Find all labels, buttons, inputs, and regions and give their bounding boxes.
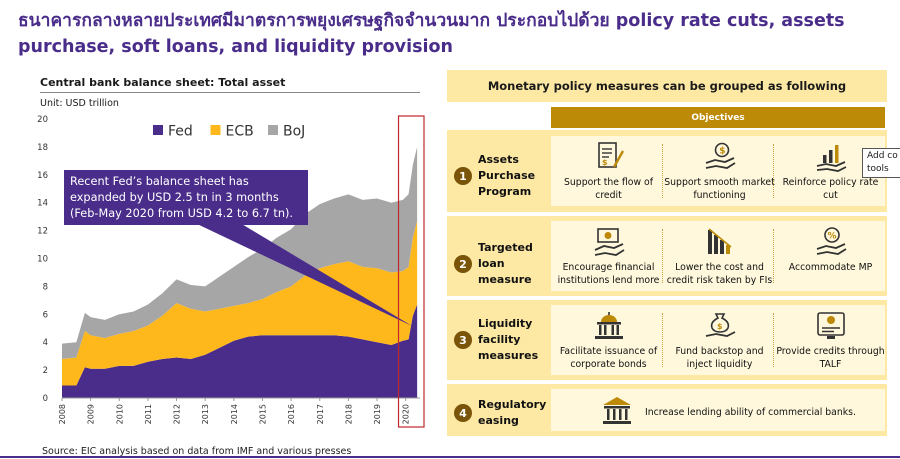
x-tick-label: 2016 [287,404,296,424]
objective-item: Lower the cost and credit risk taken by … [664,226,775,287]
objective-text: Reinforce policy rate cut [782,177,879,201]
objective-item: Encourage financial institutions lend mo… [553,226,664,287]
objectives-header: Objectives [551,107,885,128]
svg-text:%: % [827,232,836,242]
legend-swatch-boj [268,125,278,135]
svg-text:$: $ [602,158,608,167]
money-hand-icon [594,228,624,256]
objective-text: Increase lending ability of commercial b… [645,407,856,418]
hand-percent-icon: % [816,227,846,255]
objective-text: Lower the cost and credit risk taken by … [666,262,773,286]
callout-pointer [195,223,412,326]
y-tick-label: 14 [37,199,48,209]
objective-text: Facilitate issuance of corporate bonds [559,346,658,370]
x-tick-label: 2012 [173,404,182,424]
y-tick-label: 12 [37,227,48,237]
objective-text: Provide credits through TALF [776,346,885,370]
y-tick-label: 16 [37,171,48,181]
objective-item: Provide credits through TALF [775,310,886,371]
objective-item: Reinforce policy rate cut [775,141,886,202]
svg-text:$: $ [719,147,725,157]
x-tick-label: 2009 [87,404,96,424]
svg-text:$: $ [717,322,723,331]
hand-chart-icon [816,145,846,172]
series-area-ecb [62,220,418,386]
objective-item: $ Support smooth market functioning [664,141,775,202]
money-bag-hand-icon: $ [705,313,735,337]
row-label-regulatory: 4 Regulatory easing [454,397,550,429]
objectives-panel-1 [551,136,885,206]
source-note: Source: EIC analysis based on data from … [42,446,352,457]
unit-label: Unit: USD trillion [40,98,119,109]
capitol-building-icon [594,312,623,339]
objective-text: Encourage financial institutions lend mo… [557,262,660,286]
bottom-divider [0,456,900,458]
y-tick-label: 8 [43,282,48,292]
x-tick-label: 2020 [402,404,411,424]
row-title: Assets Purchase Program [478,153,536,198]
x-tick-label: 2018 [344,404,353,424]
row-label-liquidity: 3 Liquidity facility measures [454,316,550,364]
x-tick-label: 2014 [230,404,239,424]
measures-header: Monetary policy measures can be grouped … [447,70,887,102]
x-tick-label: 2015 [258,404,267,424]
page-title: ธนาคารกลางหลายประเทศมีมาตรการพยุงเศรษฐกิ… [18,11,845,57]
y-tick-label: 4 [43,338,48,348]
series-area-fed [62,304,418,398]
fed-callout: Recent Fed’s balance sheet has expanded … [64,170,308,225]
objective-text: Fund backstop and inject liquidity [675,346,764,370]
objective-item: Facilitate issuance of corporate bonds [553,310,664,371]
y-tick-label: 0 [43,394,48,404]
legend-swatch-ecb [210,125,221,135]
balance-sheet-chart: 0 2 4 6 8 10 12 14 16 18 20 2008 2009 2010 2011 2012 201… [37,115,425,428]
y-tick-label: 18 [37,143,48,153]
x-tick-label: 2008 [58,404,67,424]
row-title: Targeted loan measure [478,241,533,286]
document-pen-icon: $ [597,142,624,168]
objective-item: $ Fund backstop and inject liquidity [664,310,775,371]
row-title: Liquidity facility measures [478,317,539,362]
row-number: 2 [454,255,472,273]
objective-text: Support the flow of credit [564,177,653,201]
legend-swatch-fed [153,125,163,135]
highlight-2020-box [397,115,425,428]
chart-title: Central bank balance sheet: Total asset [40,76,286,89]
y-tick-label: 6 [43,310,48,320]
legend-label-boj: BoJ [283,124,305,140]
chart-title-divider [40,92,420,93]
legend-label-fed: Fed [168,124,193,140]
x-tick-label: 2019 [373,404,382,424]
y-tick-label: 10 [37,255,48,265]
row-label-asset-purchase: 1 Assets Purchase Program [454,152,550,200]
x-tick-label: 2017 [316,404,325,424]
objective-text: Accommodate MP [788,262,873,273]
y-tick-label: 2 [43,366,48,376]
row-label-targeted-loan: 2 Targeted loan measure [454,240,554,288]
row-number: 4 [454,404,472,422]
add-tools-tooltip: Add co tools [862,148,900,178]
objective-text: Support smooth market functioning [664,177,775,201]
x-tick-label: 2013 [201,404,210,424]
hand-coin-icon: $ [705,142,735,169]
row-number: 3 [454,331,472,349]
row-title: Regulatory easing [478,398,547,427]
x-tick-label: 2011 [144,404,153,424]
objective-item: $ Support the flow of credit [553,141,664,202]
bank-icon [603,397,631,424]
series-area-boj [62,146,418,359]
objective-item: % Accommodate MP [775,226,886,274]
x-tick-label: 2010 [115,404,124,424]
legend-label-ecb: ECB [226,124,254,140]
row-number: 1 [454,167,472,185]
credit-screen-icon [816,312,845,339]
y-tick-label: 20 [37,115,48,125]
bar-chart-down-icon [707,228,732,254]
